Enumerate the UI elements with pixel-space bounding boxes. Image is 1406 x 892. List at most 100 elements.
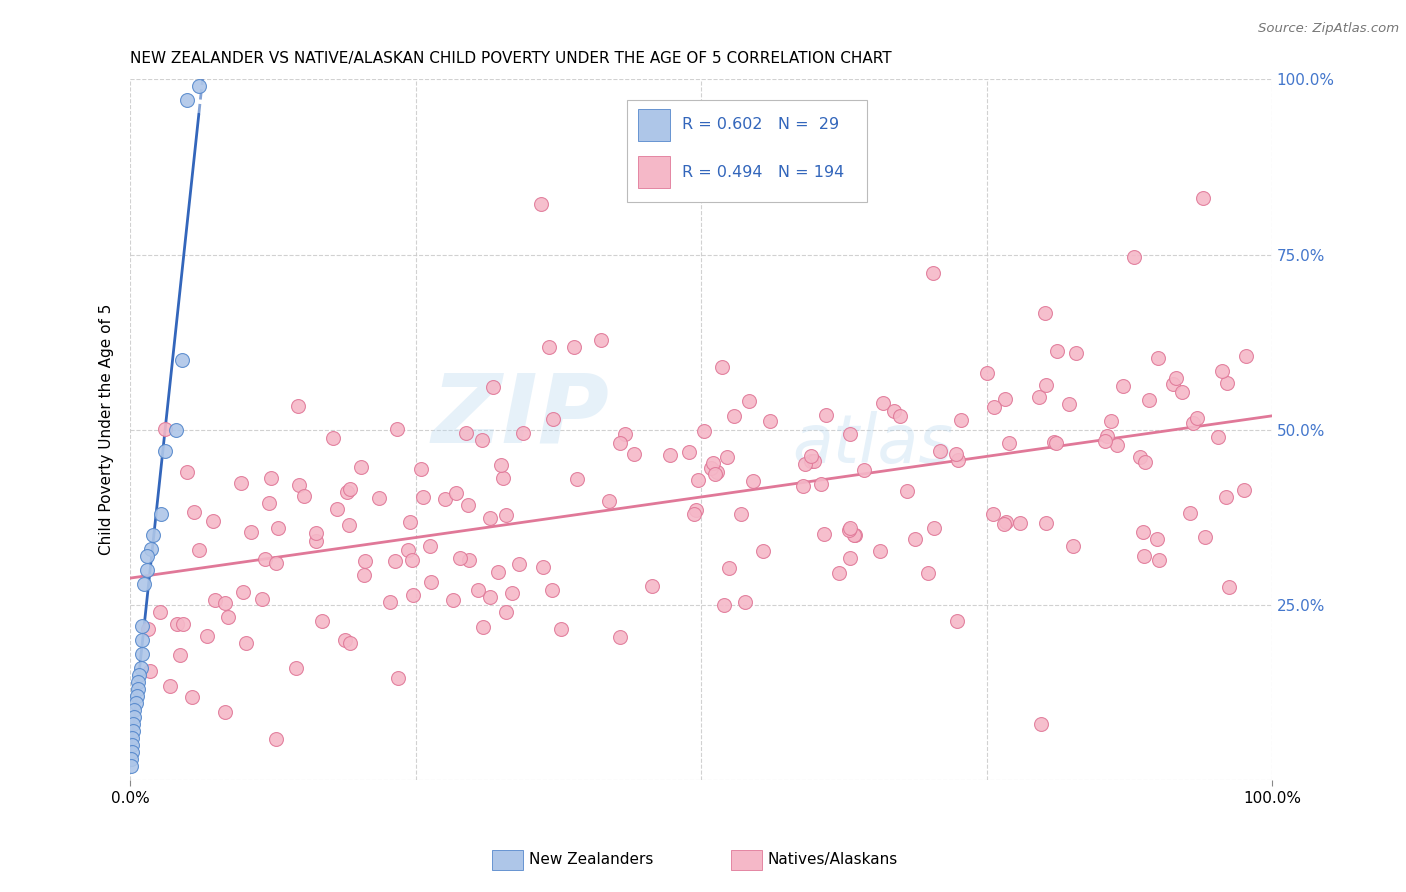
Point xyxy=(983,400,1005,414)
Point xyxy=(609,436,631,450)
Point xyxy=(869,544,891,558)
Point xyxy=(693,425,716,439)
Point xyxy=(305,534,328,549)
Point xyxy=(1181,416,1204,430)
Point xyxy=(288,477,311,491)
Point xyxy=(531,560,554,574)
Point xyxy=(467,582,489,597)
Point xyxy=(120,752,142,766)
Point xyxy=(904,533,927,547)
Point xyxy=(387,671,409,685)
Point xyxy=(284,661,307,675)
Point xyxy=(287,399,309,413)
Point xyxy=(758,414,780,428)
Point xyxy=(449,550,471,565)
Point xyxy=(810,476,832,491)
Point xyxy=(734,594,756,608)
Point xyxy=(454,425,477,440)
Point xyxy=(512,426,534,441)
Point xyxy=(121,731,143,746)
Point xyxy=(181,690,204,705)
Point xyxy=(889,409,911,423)
Point xyxy=(792,479,814,493)
Point xyxy=(839,427,862,442)
Point xyxy=(1234,349,1257,363)
Point xyxy=(235,635,257,649)
Point xyxy=(946,453,969,467)
Point xyxy=(125,696,148,710)
Point xyxy=(716,450,738,464)
Point xyxy=(142,528,165,542)
Point xyxy=(153,443,176,458)
Point xyxy=(201,514,224,528)
Point xyxy=(793,457,815,471)
Point xyxy=(135,563,157,577)
Point xyxy=(981,508,1004,522)
Point xyxy=(479,510,502,524)
Point xyxy=(1185,410,1208,425)
Point xyxy=(683,507,706,521)
Point xyxy=(401,588,423,602)
Point xyxy=(813,527,835,541)
Text: New Zealanders: New Zealanders xyxy=(529,853,652,867)
Point xyxy=(609,630,631,644)
Point xyxy=(994,392,1017,406)
Point xyxy=(139,541,162,556)
Point xyxy=(1094,434,1116,448)
Point xyxy=(844,527,866,541)
Point xyxy=(121,738,143,752)
Point xyxy=(214,596,236,610)
Point xyxy=(176,94,198,108)
Point xyxy=(434,492,457,507)
Point xyxy=(1046,343,1069,358)
Point xyxy=(131,619,153,633)
Point xyxy=(204,593,226,607)
Point xyxy=(839,551,862,566)
Text: R = 0.494   N = 194: R = 0.494 N = 194 xyxy=(682,165,844,180)
Point xyxy=(350,459,373,474)
Point xyxy=(398,515,420,529)
Point xyxy=(1194,530,1216,544)
Point xyxy=(1233,483,1256,497)
Point xyxy=(589,333,612,347)
Point xyxy=(659,448,682,462)
Point xyxy=(1035,378,1057,392)
Point xyxy=(685,503,707,517)
Point xyxy=(711,359,734,374)
Point xyxy=(976,366,998,380)
Point xyxy=(713,598,735,612)
Point xyxy=(339,636,361,650)
Point xyxy=(1133,549,1156,563)
Point xyxy=(872,396,894,410)
Point xyxy=(852,463,875,477)
Point xyxy=(267,521,290,535)
Point xyxy=(1147,553,1170,567)
Point xyxy=(1166,371,1188,385)
Point xyxy=(1045,435,1067,450)
Point xyxy=(354,554,377,568)
Point xyxy=(492,471,515,485)
Point xyxy=(706,465,728,479)
Point xyxy=(1028,390,1050,404)
Point xyxy=(169,648,191,662)
Point xyxy=(842,528,865,542)
Point xyxy=(1035,516,1057,530)
Point xyxy=(229,475,252,490)
Point xyxy=(172,617,194,632)
Point xyxy=(1033,306,1056,320)
Point xyxy=(541,411,564,425)
Point xyxy=(838,524,860,538)
Point xyxy=(530,197,553,211)
Point xyxy=(253,552,276,566)
Point xyxy=(550,622,572,636)
Point xyxy=(1057,396,1080,410)
Point xyxy=(489,458,512,472)
Text: Source: ZipAtlas.com: Source: ZipAtlas.com xyxy=(1258,22,1399,36)
Point xyxy=(1105,437,1128,451)
Point xyxy=(623,447,645,461)
Point xyxy=(337,518,360,533)
Point xyxy=(1062,540,1084,554)
Point xyxy=(1029,716,1052,731)
Point xyxy=(598,493,620,508)
Point xyxy=(412,490,434,504)
